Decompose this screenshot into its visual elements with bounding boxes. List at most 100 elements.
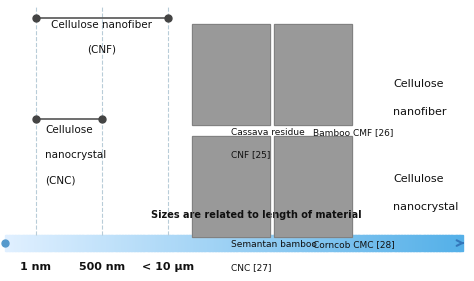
Bar (73, 235, 75, 251)
Bar (220, 235, 222, 251)
Bar (195, 235, 197, 251)
Bar (281, 235, 283, 251)
Bar (301, 235, 302, 251)
Bar (391, 235, 392, 251)
Bar (308, 235, 310, 251)
Text: 1 nm: 1 nm (20, 262, 51, 272)
Bar (427, 235, 429, 251)
Bar (12, 235, 14, 251)
Text: Sizes are related to length of material: Sizes are related to length of material (151, 210, 361, 220)
Bar (413, 235, 415, 251)
Bar (343, 235, 345, 251)
Bar (354, 235, 356, 251)
Bar (93, 235, 95, 251)
Bar (274, 24, 352, 125)
Bar (323, 235, 325, 251)
Bar (451, 235, 454, 251)
Bar (203, 235, 205, 251)
Bar (426, 235, 428, 251)
Bar (43, 235, 45, 251)
Bar (81, 235, 83, 251)
Bar (415, 235, 417, 251)
Bar (133, 235, 135, 251)
Bar (58, 235, 60, 251)
Bar (284, 235, 286, 251)
Bar (259, 235, 261, 251)
Bar (365, 235, 366, 251)
Bar (349, 235, 351, 251)
Bar (278, 235, 280, 251)
Bar (383, 235, 385, 251)
Bar (159, 235, 161, 251)
Bar (98, 235, 100, 251)
Text: Cellulose nanofiber: Cellulose nanofiber (51, 20, 153, 30)
Bar (145, 235, 147, 251)
Bar (305, 235, 307, 251)
Bar (96, 235, 98, 251)
Bar (430, 235, 432, 251)
Bar (239, 235, 242, 251)
Bar (113, 235, 115, 251)
Text: Corncob CMC [28]: Corncob CMC [28] (313, 240, 395, 249)
Bar (311, 235, 313, 251)
Bar (333, 235, 335, 251)
Bar (206, 235, 208, 251)
Bar (409, 235, 411, 251)
Bar (232, 235, 234, 251)
Bar (55, 235, 57, 251)
Bar (439, 235, 441, 251)
Bar (148, 235, 150, 251)
Bar (296, 235, 298, 251)
Bar (60, 235, 62, 251)
Bar (446, 235, 447, 251)
Bar (357, 235, 359, 251)
Bar (192, 136, 270, 237)
Bar (21, 235, 24, 251)
Bar (27, 235, 29, 251)
Bar (111, 235, 113, 251)
Bar (223, 235, 225, 251)
Bar (290, 235, 292, 251)
Bar (331, 235, 333, 251)
Bar (11, 235, 13, 251)
Bar (314, 235, 316, 251)
Bar (322, 235, 324, 251)
Bar (72, 235, 74, 251)
Bar (246, 235, 247, 251)
Bar (107, 235, 109, 251)
Bar (154, 235, 156, 251)
Bar (444, 235, 446, 251)
Bar (404, 235, 406, 251)
Bar (144, 235, 146, 251)
Bar (63, 235, 64, 251)
Bar (54, 235, 55, 251)
Bar (263, 235, 264, 251)
Bar (45, 235, 46, 251)
Bar (177, 235, 179, 251)
Bar (201, 235, 203, 251)
Bar (69, 235, 71, 251)
Bar (336, 235, 337, 251)
Bar (118, 235, 119, 251)
Bar (459, 235, 461, 251)
Bar (293, 235, 295, 251)
Bar (302, 235, 304, 251)
Bar (89, 235, 91, 251)
Bar (265, 235, 267, 251)
Text: Cellulose: Cellulose (45, 125, 92, 135)
Bar (397, 235, 399, 251)
Bar (87, 235, 89, 251)
Bar (377, 235, 379, 251)
Bar (32, 235, 34, 251)
Bar (340, 235, 342, 251)
Bar (244, 235, 246, 251)
Bar (221, 235, 223, 251)
Bar (169, 235, 172, 251)
Bar (49, 235, 51, 251)
Bar (122, 235, 124, 251)
Bar (428, 235, 430, 251)
Bar (29, 235, 31, 251)
Bar (422, 235, 425, 251)
Bar (298, 235, 300, 251)
Bar (192, 24, 270, 125)
